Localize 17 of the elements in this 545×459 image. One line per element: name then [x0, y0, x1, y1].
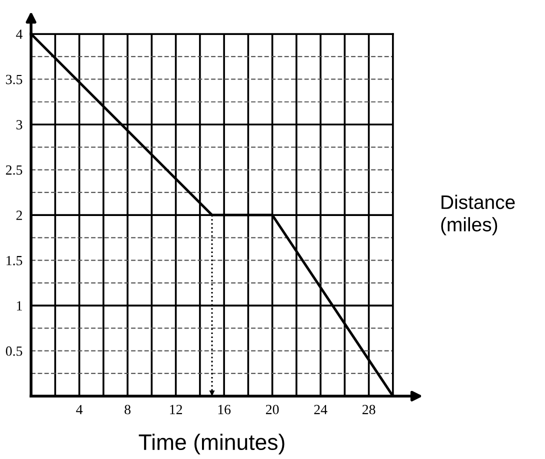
- y-tick-label: 2: [16, 210, 22, 220]
- x-tick-label: 20: [266, 404, 279, 414]
- x-tick-label: 28: [362, 404, 376, 414]
- y-tick-label: 4: [16, 30, 23, 39]
- x-tick-label: 12: [170, 404, 182, 414]
- y-axis-title: Distance (miles): [441, 194, 515, 236]
- x-tick-label: 4: [76, 404, 83, 414]
- y-tick-label: 3: [16, 120, 22, 130]
- y-tick-label: 0.5: [6, 346, 22, 356]
- x-tick-label: 16: [218, 404, 231, 414]
- y-tick-label: 1.5: [6, 256, 22, 266]
- y-tick-label: 1: [17, 301, 22, 310]
- y-tick-label: 3.5: [6, 74, 22, 84]
- y-tick-label: 2.5: [6, 165, 22, 175]
- x-tick-label: 8: [124, 404, 131, 414]
- x-tick-label: 24: [314, 404, 328, 414]
- x-axis-title: Time (minutes): [138, 434, 284, 454]
